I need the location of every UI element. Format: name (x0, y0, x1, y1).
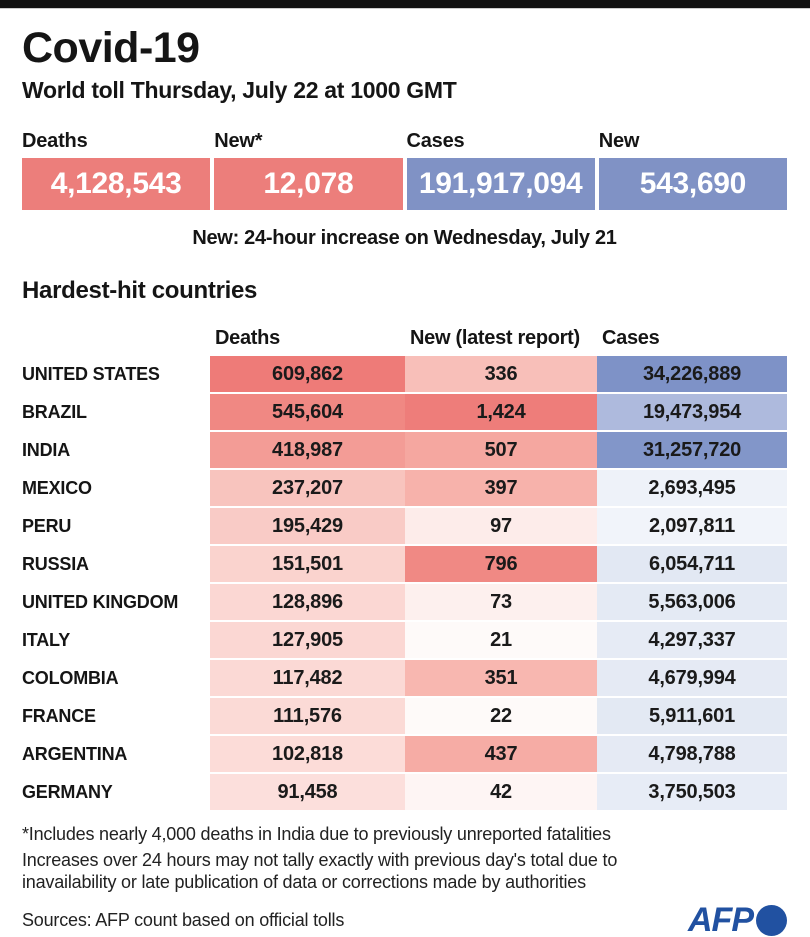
cases-cell: 5,563,006 (597, 584, 787, 620)
country-label: BRAZIL (22, 401, 87, 422)
country-label: ITALY (22, 629, 71, 650)
summary-item: Cases 191,917,094 (406, 130, 595, 210)
new-cell: 22 (405, 698, 597, 734)
page-subtitle: World toll Thursday, July 22 at 1000 GMT (22, 77, 457, 103)
new-cell: 42 (405, 774, 597, 810)
cases-cell: 4,297,337 (597, 622, 787, 658)
cases-cell: 19,473,954 (597, 394, 787, 430)
cases-cell: 2,097,811 (597, 508, 787, 544)
cases-cell: 4,798,788 (597, 736, 787, 772)
col-header-deaths: Deaths (215, 327, 280, 349)
source-row: Sources: AFP count based on official tol… (22, 901, 787, 937)
new-cell: 73 (405, 584, 597, 620)
sources-text: Sources: AFP count based on official tol… (22, 910, 345, 930)
cases-cell: 31,257,720 (597, 432, 787, 468)
cases-cell: 5,911,601 (597, 698, 787, 734)
summary-item: New* 12,078 (214, 130, 403, 210)
deaths-cell: 102,818 (210, 736, 405, 772)
new-cell: 351 (405, 660, 597, 696)
table-row: BRAZIL 545,604 1,424 19,473,954 (22, 394, 787, 430)
deaths-cell: 418,987 (210, 432, 405, 468)
afp-logo: AFP (688, 901, 787, 937)
table-row: ITALY 127,905 21 4,297,337 (22, 622, 787, 658)
deaths-cell: 111,576 (210, 698, 405, 734)
page-title: Covid-19 (22, 24, 200, 72)
deaths-cell: 195,429 (210, 508, 405, 544)
table-row: RUSSIA 151,501 796 6,054,711 (22, 546, 787, 582)
summary-label: New* (214, 130, 263, 152)
country-label: ARGENTINA (22, 743, 128, 764)
cases-cell: 4,679,994 (597, 660, 787, 696)
new-cell: 336 (405, 356, 597, 392)
deaths-cell: 128,896 (210, 584, 405, 620)
summary-value-box: 191,917,094 (406, 158, 595, 210)
new-cell: 437 (405, 736, 597, 772)
top-bar (0, 0, 810, 9)
summary-value-box: 4,128,543 (22, 158, 211, 210)
table-row: PERU 195,429 97 2,097,811 (22, 508, 787, 544)
footnote-tally: Increases over 24 hours may not tally ex… (22, 850, 618, 892)
table-row: FRANCE 111,576 22 5,911,601 (22, 698, 787, 734)
country-label: INDIA (22, 439, 70, 460)
table-row: ARGENTINA 102,818 437 4,798,788 (22, 736, 787, 772)
table-row: COLOMBIA 117,482 351 4,679,994 (22, 660, 787, 696)
deaths-cell: 117,482 (210, 660, 405, 696)
footnote-india: *Includes nearly 4,000 deaths in India d… (22, 824, 611, 844)
summary-item: New 543,690 (598, 130, 787, 210)
col-header-cases: Cases (602, 327, 660, 349)
cases-cell: 3,750,503 (597, 774, 787, 810)
new-cell: 21 (405, 622, 597, 658)
section-title: Hardest-hit countries (22, 277, 258, 304)
new-cell: 507 (405, 432, 597, 468)
new-cell: 97 (405, 508, 597, 544)
new-cell: 796 (405, 546, 597, 582)
country-label: UNITED KINGDOM (22, 591, 179, 612)
deaths-cell: 545,604 (210, 394, 405, 430)
summary-label: Cases (406, 130, 465, 152)
country-label: MEXICO (22, 477, 92, 498)
afp-logo-text: AFP (688, 901, 754, 937)
table-row: INDIA 418,987 507 31,257,720 (22, 432, 787, 468)
country-label: RUSSIA (22, 553, 89, 574)
deaths-cell: 609,862 (210, 356, 405, 392)
col-header-country (22, 327, 210, 351)
table-header-row: Deaths New (latest report) Cases (22, 327, 787, 351)
cases-cell: 6,054,711 (597, 546, 787, 582)
cases-cell: 2,693,495 (597, 470, 787, 506)
summary-value-box: 12,078 (214, 158, 403, 210)
new-cell: 1,424 (405, 394, 597, 430)
afp-globe-icon (756, 905, 787, 936)
summary-note: New: 24-hour increase on Wednesday, July… (192, 227, 617, 249)
table-row: GERMANY 91,458 42 3,750,503 (22, 774, 787, 810)
deaths-cell: 237,207 (210, 470, 405, 506)
content: Covid-19 World toll Thursday, July 22 at… (0, 25, 810, 937)
deaths-cell: 127,905 (210, 622, 405, 658)
country-label: UNITED STATES (22, 363, 160, 384)
country-label: PERU (22, 515, 72, 536)
table-row: UNITED KINGDOM 128,896 73 5,563,006 (22, 584, 787, 620)
new-cell: 397 (405, 470, 597, 506)
country-label: FRANCE (22, 705, 96, 726)
deaths-cell: 151,501 (210, 546, 405, 582)
summary-label: New (598, 130, 640, 152)
world-summary-row: Deaths 4,128,543 New* 12,078 Cases 191,917,09… (22, 130, 787, 210)
deaths-cell: 91,458 (210, 774, 405, 810)
country-label: GERMANY (22, 781, 113, 802)
table-row: MEXICO 237,207 397 2,693,495 (22, 470, 787, 506)
cases-cell: 34,226,889 (597, 356, 787, 392)
summary-value-box: 543,690 (598, 158, 787, 210)
table-row: UNITED STATES 609,862 336 34,226,889 (22, 356, 787, 392)
summary-label: Deaths (22, 130, 88, 152)
summary-item: Deaths 4,128,543 (22, 130, 211, 210)
footnotes: *Includes nearly 4,000 deaths in India d… (22, 823, 787, 893)
country-table: UNITED STATES 609,862 336 34,226,889 BRAZIL 5… (22, 356, 787, 810)
col-header-new: New (latest report) (410, 327, 580, 349)
country-label: COLOMBIA (22, 667, 119, 688)
